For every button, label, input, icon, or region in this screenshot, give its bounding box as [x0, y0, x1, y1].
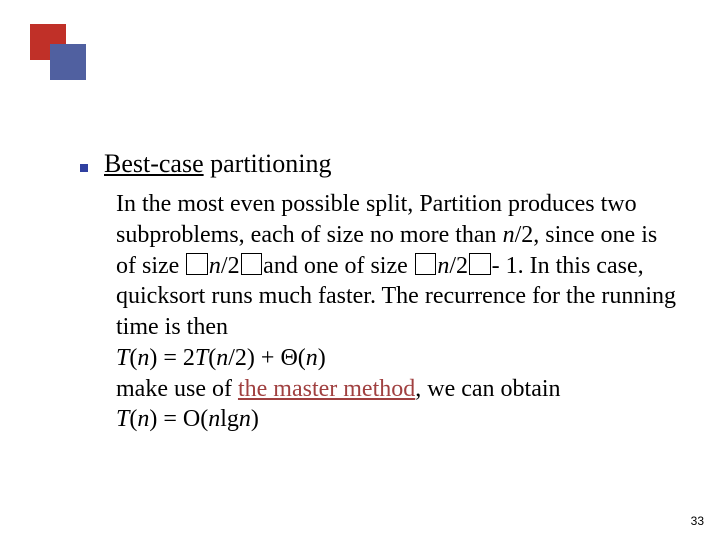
- t: n: [239, 406, 251, 432]
- t: , we can obtain: [415, 376, 560, 402]
- t: ): [318, 345, 326, 371]
- paragraph-2: make use of the master method, we can ob…: [116, 374, 680, 405]
- t: In the most even possible split,: [116, 191, 419, 217]
- n-italic: n: [503, 222, 515, 248]
- logo-blue-square: [50, 44, 86, 80]
- slide-corner-logo: [30, 24, 88, 82]
- heading: Best-case partitioning: [104, 148, 331, 179]
- t: n: [306, 345, 318, 371]
- master-method-link: the master method: [238, 376, 415, 402]
- t: /2: [449, 253, 468, 279]
- bullet-square-icon: [80, 164, 88, 172]
- missing-glyph-icon: [469, 253, 491, 275]
- recurrence-1: T(n) = 2T(n/2) + Θ(n): [116, 343, 680, 374]
- t: ) = 2: [149, 345, 195, 371]
- t: ) = O(: [149, 406, 208, 432]
- missing-glyph-icon: [186, 253, 208, 275]
- t: ): [251, 406, 259, 432]
- n-italic: n: [209, 253, 221, 279]
- t: T: [116, 406, 129, 432]
- t: /2: [221, 253, 240, 279]
- paragraph-1: In the most even possible split, Partiti…: [116, 189, 680, 343]
- missing-glyph-icon: [241, 253, 263, 275]
- t: T: [116, 345, 129, 371]
- t: n: [137, 406, 149, 432]
- slide-content: Best-case partitioning In the most even …: [80, 148, 680, 435]
- partition-word: Partition: [419, 191, 502, 217]
- n-italic: n: [437, 253, 449, 279]
- page-number: 33: [691, 514, 704, 528]
- t: lg: [220, 406, 239, 432]
- body-text: In the most even possible split, Partiti…: [116, 189, 680, 435]
- heading-rest: partitioning: [204, 149, 332, 178]
- t: /2) + Θ(: [228, 345, 306, 371]
- t: and one of size: [263, 253, 414, 279]
- t: n: [137, 345, 149, 371]
- bullet-row: Best-case partitioning: [80, 148, 680, 179]
- t: T: [195, 345, 208, 371]
- t: n: [208, 406, 220, 432]
- t: /2: [515, 222, 534, 248]
- missing-glyph-icon: [415, 253, 437, 275]
- recurrence-2: T(n) = O(nlgn): [116, 404, 680, 435]
- t: make use of: [116, 376, 238, 402]
- t: n: [216, 345, 228, 371]
- heading-underlined: Best-case: [104, 149, 204, 178]
